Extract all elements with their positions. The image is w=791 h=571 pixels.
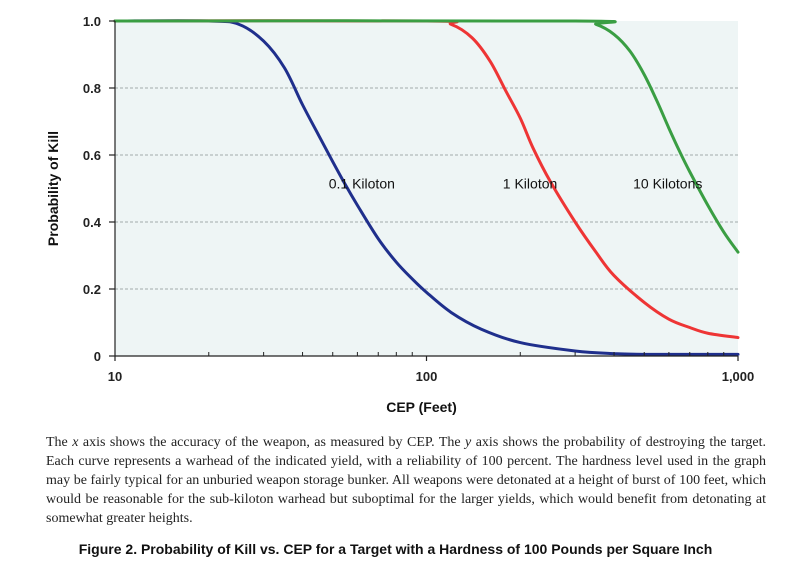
caption-part-1: The xyxy=(46,435,73,450)
y-tick-label: 0.2 xyxy=(83,282,101,297)
curve-label-2: 10 Kilotons xyxy=(633,176,702,192)
y-tick-label: 0.8 xyxy=(83,81,101,96)
series-line-0 xyxy=(113,19,740,356)
caption-text: The x axis shows the accuracy of the wea… xyxy=(46,433,766,528)
y-tick-label: 0 xyxy=(94,349,101,364)
series-curves xyxy=(113,19,740,356)
y-tick-label: 0.4 xyxy=(83,215,102,230)
caption-part-2: axis shows the accuracy of the weapon, a… xyxy=(78,435,466,450)
curve-label-1: 1 Kiloton xyxy=(503,176,557,192)
y-tick-label: 1.0 xyxy=(83,14,101,29)
figure-caption: The x axis shows the accuracy of the wea… xyxy=(46,433,766,528)
chart: 10 100 1,000 0 0.2 0.4 0.6 0.8 1.0 0.1 Kiloton 1 … xyxy=(45,14,754,415)
series-line-2 xyxy=(113,19,740,254)
x-tick-label: 100 xyxy=(416,369,438,384)
plot-area xyxy=(115,21,738,356)
curve-label-0: 0.1 Kiloton xyxy=(329,176,395,192)
caption-x-var: x xyxy=(72,435,79,450)
figure-title: Figure 2. Probability of Kill vs. CEP fo… xyxy=(78,541,713,557)
gridlines xyxy=(115,87,738,290)
series-line-1 xyxy=(113,19,740,340)
curve-labels: 0.1 Kiloton 1 Kiloton 10 Kilotons xyxy=(329,176,703,192)
x-tick-label: 10 xyxy=(108,369,122,384)
y-tick-label: 0.6 xyxy=(83,148,101,163)
x-axis-title: CEP (Feet) xyxy=(386,399,457,415)
x-tick-label: 1,000 xyxy=(722,369,755,384)
caption-part-3: axis shows the probability of destroying… xyxy=(46,435,767,526)
y-axis-title: Probability of Kill xyxy=(45,131,61,246)
caption-y-var: y xyxy=(465,435,472,450)
ticks: 10 100 1,000 0 0.2 0.4 0.6 0.8 1.0 xyxy=(83,14,754,384)
